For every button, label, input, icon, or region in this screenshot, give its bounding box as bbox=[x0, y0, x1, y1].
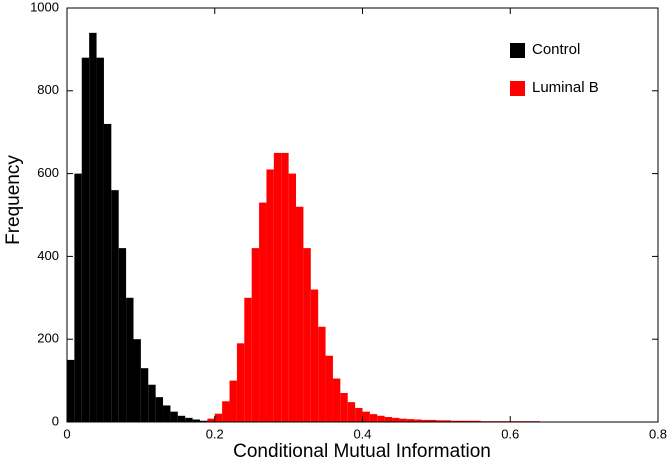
bar bbox=[266, 169, 274, 422]
bar bbox=[251, 248, 260, 422]
bar bbox=[133, 339, 141, 422]
bar bbox=[229, 380, 237, 422]
bar bbox=[325, 355, 333, 422]
legend-swatch bbox=[510, 81, 525, 96]
bar bbox=[303, 248, 311, 422]
bar bbox=[199, 420, 208, 422]
bar bbox=[362, 411, 370, 422]
legend-label: Control bbox=[532, 41, 580, 58]
bar bbox=[377, 415, 385, 422]
bar bbox=[222, 401, 230, 422]
bar bbox=[192, 419, 200, 422]
bar bbox=[74, 173, 82, 422]
y-tick-label: 200 bbox=[37, 331, 59, 346]
y-tick-label: 400 bbox=[37, 248, 59, 263]
bar bbox=[406, 419, 415, 422]
bar bbox=[347, 402, 356, 422]
bar bbox=[273, 152, 282, 422]
x-tick-label: 0.8 bbox=[649, 426, 667, 441]
x-tick-label: 0.4 bbox=[353, 426, 371, 441]
y-tick-label: 0 bbox=[52, 413, 59, 428]
bar bbox=[436, 420, 444, 422]
bar bbox=[259, 202, 267, 422]
bar bbox=[126, 297, 134, 422]
bar bbox=[428, 419, 437, 422]
legend-swatch bbox=[510, 43, 525, 58]
plot-frame bbox=[66, 7, 659, 423]
y-tick-label: 800 bbox=[37, 82, 59, 97]
bar bbox=[140, 368, 149, 422]
bar bbox=[355, 407, 363, 422]
x-tick-label: 0 bbox=[63, 426, 70, 441]
bar bbox=[207, 418, 215, 422]
bar bbox=[392, 417, 400, 422]
bar bbox=[310, 289, 319, 422]
bar bbox=[451, 420, 459, 422]
bar bbox=[332, 378, 341, 422]
bar bbox=[81, 57, 90, 423]
bar bbox=[465, 420, 474, 422]
bar bbox=[155, 397, 164, 422]
legend-label: Luminal B bbox=[532, 79, 599, 96]
bar bbox=[421, 419, 429, 422]
x-tick-label: 0.6 bbox=[501, 426, 519, 441]
bar bbox=[118, 248, 127, 422]
bar bbox=[281, 152, 289, 422]
bar bbox=[458, 420, 466, 422]
bar bbox=[414, 419, 422, 422]
bar bbox=[214, 413, 223, 422]
y-tick-label: 600 bbox=[37, 165, 59, 180]
bar bbox=[288, 173, 297, 422]
bar bbox=[185, 417, 193, 422]
bar bbox=[318, 326, 326, 422]
bar bbox=[163, 405, 171, 422]
y-axis-title: Frequency bbox=[3, 155, 24, 245]
bar bbox=[473, 420, 481, 422]
y-tick-label: 1000 bbox=[30, 0, 59, 14]
bar bbox=[369, 414, 378, 422]
bar bbox=[244, 297, 252, 422]
bar bbox=[340, 393, 348, 422]
bar bbox=[89, 32, 97, 423]
bar bbox=[399, 418, 407, 422]
bar bbox=[384, 417, 393, 422]
bar bbox=[111, 190, 119, 422]
bar bbox=[103, 123, 112, 423]
x-tick-label: 0.2 bbox=[206, 426, 224, 441]
bar bbox=[177, 415, 186, 422]
bar bbox=[148, 384, 156, 422]
bar bbox=[170, 411, 178, 422]
bar bbox=[67, 359, 75, 422]
bar bbox=[296, 206, 304, 422]
x-axis-title: Conditional Mutual Information bbox=[233, 441, 491, 462]
bar bbox=[443, 420, 452, 422]
bar bbox=[96, 57, 104, 423]
bar bbox=[236, 343, 245, 422]
